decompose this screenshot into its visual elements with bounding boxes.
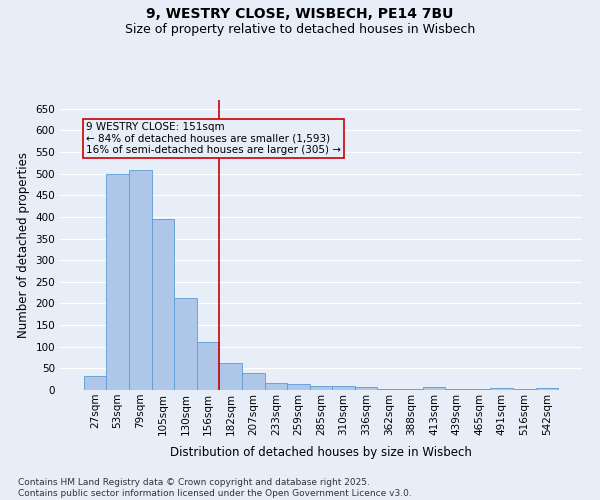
Bar [265, 382, 287, 390]
Bar [536, 388, 558, 390]
Bar [152, 219, 174, 390]
Bar [422, 387, 445, 390]
Text: 9, WESTRY CLOSE, WISBECH, PE14 7BU: 9, WESTRY CLOSE, WISBECH, PE14 7BU [146, 8, 454, 22]
Bar [332, 386, 355, 390]
Bar [513, 389, 536, 390]
Bar [400, 389, 422, 390]
Text: Size of property relative to detached houses in Wisbech: Size of property relative to detached ho… [125, 22, 475, 36]
Text: Distribution of detached houses by size in Wisbech: Distribution of detached houses by size … [170, 446, 472, 459]
Text: 9 WESTRY CLOSE: 151sqm
← 84% of detached houses are smaller (1,593)
16% of semi-: 9 WESTRY CLOSE: 151sqm ← 84% of detached… [86, 122, 341, 155]
Bar [174, 298, 197, 390]
Text: Contains HM Land Registry data © Crown copyright and database right 2025.
Contai: Contains HM Land Registry data © Crown c… [18, 478, 412, 498]
Y-axis label: Number of detached properties: Number of detached properties [17, 152, 30, 338]
Bar [129, 170, 152, 390]
Bar [197, 342, 220, 390]
Bar [287, 384, 310, 390]
Bar [106, 174, 129, 390]
Bar [445, 389, 468, 390]
Bar [468, 389, 490, 390]
Bar [490, 388, 513, 390]
Bar [84, 376, 106, 390]
Bar [220, 363, 242, 390]
Bar [310, 386, 332, 390]
Bar [377, 389, 400, 390]
Bar [355, 388, 377, 390]
Bar [242, 372, 265, 390]
